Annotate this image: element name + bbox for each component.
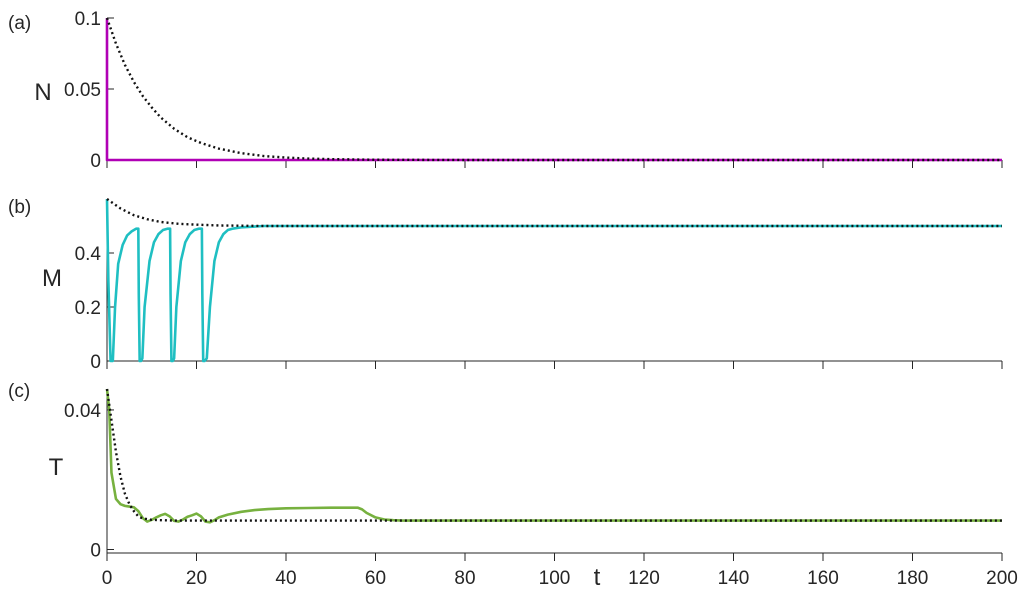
- series-solid-line: [105, 198, 1002, 363]
- panel-a: 0 0.05 0.1 N (a): [8, 9, 1003, 172]
- series-dotted-line: [106, 198, 1002, 228]
- y-tick-label: 0.04: [64, 401, 101, 422]
- y-tick-label: 0.1: [75, 9, 101, 30]
- x-axis-label: t: [594, 564, 601, 591]
- x-tick-label: 100: [539, 568, 571, 589]
- series-solid-line: [105, 388, 1002, 524]
- x-tick-label: 40: [275, 568, 296, 589]
- x-tick-label: 20: [186, 568, 207, 589]
- y-axis-label: T: [49, 454, 64, 481]
- x-tick-label: 140: [718, 568, 750, 589]
- x-tick-label: 180: [897, 568, 929, 589]
- panel-label: (c): [8, 381, 30, 402]
- x-tick-label: 120: [628, 568, 660, 589]
- x-tick-label: 60: [365, 568, 386, 589]
- series-dotted-line: [105, 17, 1002, 162]
- y-tick-label: 0.4: [75, 244, 102, 265]
- y-tick-label: 0: [90, 541, 101, 562]
- panel-label: (a): [8, 13, 31, 34]
- panel-c: 0 20 40 60 80 100 120 140 160 180 200 0 0.04 T (c) t: [8, 381, 1018, 591]
- y-tick-label: 0.05: [64, 80, 101, 101]
- x-tick-label: 160: [807, 568, 839, 589]
- series-dotted-line: [105, 388, 1002, 522]
- x-tick-label: 80: [454, 568, 475, 589]
- x-tick-label: 200: [986, 568, 1018, 589]
- y-tick-label: 0: [90, 151, 101, 172]
- panel-label: (b): [8, 197, 31, 218]
- y-tick-label: 0: [90, 352, 101, 373]
- x-tick-label: 0: [102, 568, 113, 589]
- y-tick-label: 0.2: [75, 298, 101, 319]
- y-axis-label: N: [34, 79, 51, 106]
- series-solid-line: [105, 18, 1002, 162]
- y-axis-label: M: [42, 265, 62, 292]
- panel-b: 0 0.2 0.4 M (b): [8, 197, 1003, 373]
